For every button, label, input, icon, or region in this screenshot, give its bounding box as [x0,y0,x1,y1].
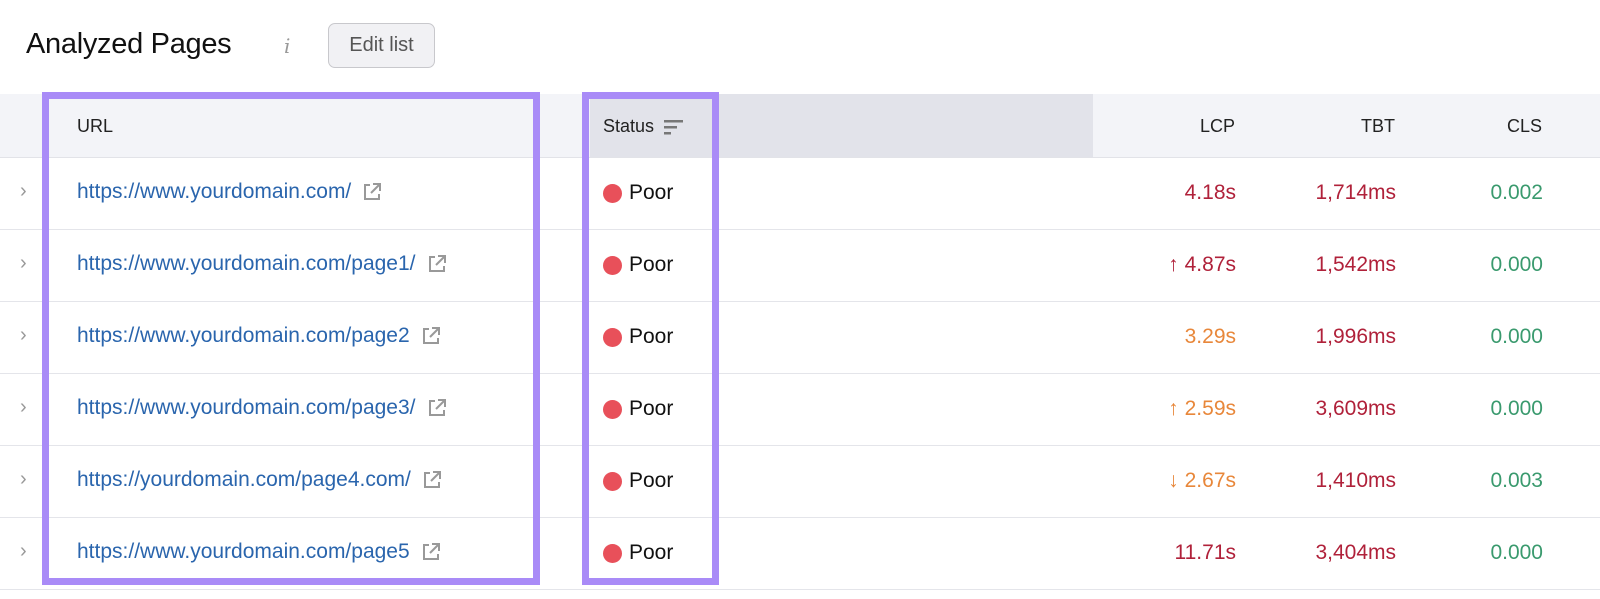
tbt-value: 1,410ms [1315,469,1396,492]
cls-value: 0.002 [1490,181,1543,204]
status-dot-icon [603,399,622,419]
trend-arrow-icon: ↑ [1168,253,1179,276]
url-text: https://www.yourdomain.com/page3/ [77,396,416,419]
expand-chevron-icon[interactable]: › [20,540,27,562]
external-link-icon[interactable] [420,541,442,563]
cls-value: 0.000 [1490,397,1543,420]
status-header-label: Status [603,116,655,136]
lcp-text: 4.18s [1184,181,1236,204]
lcp-value: ↑ 4.87s [1036,253,1236,277]
column-header-cls[interactable]: CLS [1506,116,1542,136]
expand-chevron-icon[interactable]: › [20,180,27,202]
edit-list-button[interactable]: Edit list [328,23,435,68]
status-badge: Poor [603,325,673,349]
url-text: https://www.yourdomain.com/page1/ [77,252,416,275]
url-text: https://yourdomain.com/page4.com/ [77,468,411,491]
external-link-icon[interactable] [361,181,383,203]
expand-chevron-icon[interactable]: › [20,252,27,274]
cls-value: 0.000 [1490,253,1543,276]
status-text: Poor [629,325,674,348]
column-header-status[interactable]: Status [603,116,684,137]
lcp-value: 4.18s [1036,181,1236,205]
lcp-value: ↑ 2.59s [1036,397,1236,421]
table-row: › https://www.yourdomain.com/ Poor 4.18s… [0,158,1600,230]
external-link-icon[interactable] [421,469,443,491]
table-row: › https://www.yourdomain.com/page3/ Poor… [0,374,1600,446]
table-header: URL Status LCP TBT CLS [0,94,1600,158]
status-dot-icon [603,183,622,203]
url-text: https://www.yourdomain.com/page5 [77,540,410,563]
column-header-tbt[interactable]: TBT [1361,116,1395,136]
status-text: Poor [629,253,674,276]
cls-value: 0.000 [1490,541,1543,564]
expand-chevron-icon[interactable]: › [20,396,27,418]
table-row: › https://www.yourdomain.com/page2 Poor … [0,302,1600,374]
url-link[interactable]: https://www.yourdomain.com/page5 [77,540,442,564]
tbt-value: 1,996ms [1315,325,1396,348]
status-dot-icon [603,327,622,347]
info-icon[interactable]: i [284,34,291,58]
url-link[interactable]: https://www.yourdomain.com/page1/ [77,252,448,276]
lcp-text: 11.71s [1174,541,1237,564]
tbt-value: 3,609ms [1315,397,1396,420]
cls-value: 0.000 [1490,325,1543,348]
external-link-icon[interactable] [426,397,448,419]
status-dot-icon [603,471,622,491]
status-dot-icon [603,543,622,563]
status-text: Poor [629,541,674,564]
url-link[interactable]: https://www.yourdomain.com/ [77,180,383,204]
column-header-lcp[interactable]: LCP [1199,116,1235,136]
sort-icon[interactable] [664,118,684,136]
status-badge: Poor [603,253,673,277]
status-text: Poor [629,397,674,420]
external-link-icon[interactable] [426,253,448,275]
lcp-value: 3.29s [1036,325,1236,349]
status-badge: Poor [603,469,673,493]
external-link-icon[interactable] [420,325,442,347]
lcp-text: 2.67s [1184,469,1236,492]
url-link[interactable]: https://yourdomain.com/page4.com/ [77,468,443,492]
table-row: › https://www.yourdomain.com/page1/ Poor… [0,230,1600,302]
url-text: https://www.yourdomain.com/page2 [77,324,410,347]
lcp-value: 11.71s [1036,541,1237,565]
status-text: Poor [629,181,674,204]
url-link[interactable]: https://www.yourdomain.com/page3/ [77,396,448,420]
table-row: › https://www.yourdomain.com/page5 Poor … [0,518,1600,590]
status-badge: Poor [603,181,673,205]
column-header-url[interactable]: URL [77,116,114,136]
trend-arrow-icon: ↑ [1168,397,1179,420]
tbt-value: 3,404ms [1315,541,1396,564]
cls-value: 0.003 [1490,469,1543,492]
expand-chevron-icon[interactable]: › [20,468,27,490]
url-link[interactable]: https://www.yourdomain.com/page2 [77,324,442,348]
trend-arrow-icon: ↓ [1168,469,1179,492]
expand-chevron-icon[interactable]: › [20,324,27,346]
page-title: Analyzed Pages [26,28,232,60]
status-badge: Poor [603,541,673,565]
lcp-value: ↓ 2.67s [1036,469,1236,493]
lcp-text: 2.59s [1184,397,1236,420]
status-badge: Poor [603,397,673,421]
tbt-value: 1,714ms [1315,181,1396,204]
lcp-text: 3.29s [1184,325,1236,348]
url-text: https://www.yourdomain.com/ [77,180,352,203]
status-dot-icon [603,255,622,275]
tbt-value: 1,542ms [1315,253,1396,276]
lcp-text: 4.87s [1184,253,1236,276]
status-text: Poor [629,469,674,492]
table-row: › https://yourdomain.com/page4.com/ Poor… [0,446,1600,518]
